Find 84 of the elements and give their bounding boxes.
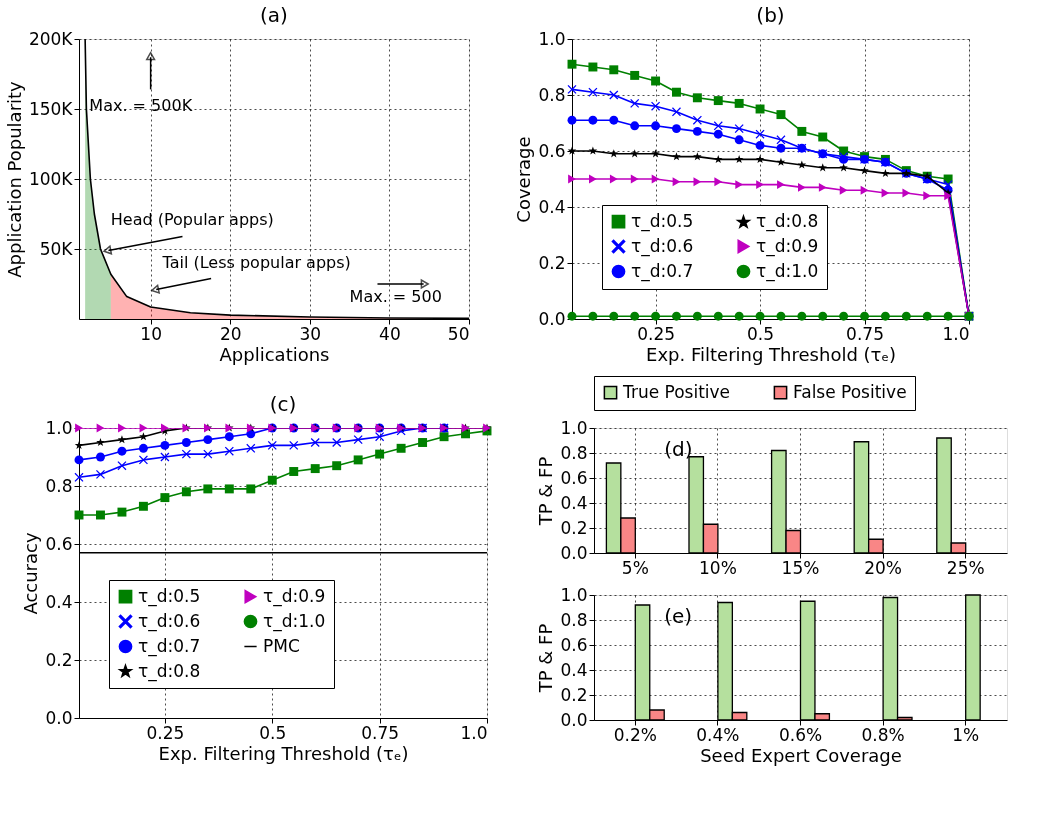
x-tick-label: 0.25 — [637, 323, 676, 344]
y-tick-label: 0.2 — [538, 252, 566, 273]
y-tick-label: 0.4 — [560, 492, 588, 513]
x-tick-label: 30 — [299, 323, 322, 344]
legend-label: τ_d:0.6 — [138, 610, 201, 632]
legend-label: τ_d:1.0 — [263, 610, 326, 632]
y-tick-label: 0.4 — [538, 196, 566, 217]
y-tick-label: 0.6 — [45, 533, 73, 554]
y-tick-label: 0.0 — [45, 707, 73, 728]
y-tick-label: 200K — [28, 28, 74, 49]
x-tick-label: 0.8% — [861, 724, 905, 745]
y-tick-label: 0.6 — [538, 140, 566, 161]
y-axis-title: Accuracy — [20, 532, 42, 615]
x-axis-title: Exp. Filtering Threshold (τₑ) — [646, 343, 896, 365]
x-tick-label: 10% — [699, 557, 737, 578]
y-axis-title: Coverage — [513, 136, 535, 223]
annotation: Head (Popular apps) — [110, 209, 274, 229]
legend-label: True Positive — [622, 381, 731, 402]
x-tick-label: 1.0 — [942, 323, 970, 344]
y-tick-label: 0.4 — [560, 659, 588, 680]
y-axis-title: TP & FP — [535, 456, 557, 527]
x-tick-label: 1.0 — [460, 722, 488, 743]
y-tick-label: 0.8 — [538, 84, 566, 105]
x-tick-label: 0.75 — [361, 722, 400, 743]
y-axis-title: TP & FP — [535, 623, 557, 694]
y-tick-label: 0.8 — [560, 442, 588, 463]
y-tick-label: 0.8 — [45, 475, 73, 496]
x-tick-label: 0.75 — [846, 323, 884, 344]
x-tick-label: 0.5 — [259, 722, 287, 743]
x-tick-label: 50 — [447, 323, 470, 344]
x-tick-label: 0.2% — [613, 724, 657, 745]
x-tick-label: 40 — [379, 323, 401, 344]
legend-label: τ_d:0.9 — [756, 235, 819, 257]
y-tick-label: 0.6 — [560, 467, 588, 488]
x-tick-label: 0.25 — [146, 722, 185, 743]
legend-label: τ_d:0.8 — [756, 211, 819, 233]
y-tick-label: 1.0 — [560, 584, 588, 605]
annotation: Tail (Less popular apps) — [161, 253, 351, 272]
legend-label: τ_d:0.6 — [631, 235, 694, 257]
legend-label: τ_d:0.9 — [263, 585, 326, 607]
y-tick-label: 100K — [28, 168, 74, 189]
y-tick-label: 50K — [39, 238, 74, 259]
x-tick-label: 0.6% — [778, 724, 823, 745]
x-tick-label: 0.4% — [696, 724, 740, 745]
annotation: Max. = 500K — [89, 96, 193, 116]
y-tick-label: 0.4 — [45, 591, 73, 612]
y-axis-title: Application Popularity — [3, 80, 25, 278]
x-tick-label: 0.5 — [747, 323, 775, 344]
legend-label: τ_d:0.8 — [138, 660, 201, 682]
legend-label: τ_d:1.0 — [756, 260, 819, 282]
chart-title: (b) — [756, 3, 785, 27]
legend-label: τ_d:0.7 — [138, 635, 201, 657]
y-tick-label: 150K — [28, 98, 74, 119]
x-axis-title: Exp. Filtering Threshold (τₑ) — [158, 742, 409, 764]
y-tick-label: 0.0 — [560, 709, 588, 730]
legend-label: τ_d:0.5 — [631, 210, 694, 232]
x-axis-title: Applications — [219, 343, 330, 365]
y-tick-label: 0.8 — [560, 609, 588, 630]
y-tick-label: 0.0 — [538, 308, 566, 329]
chart-title: (a) — [260, 3, 288, 27]
legend-label: τ_d:0.5 — [138, 585, 201, 607]
x-axis-title: Seed Expert Coverage — [700, 744, 902, 766]
y-tick-label: 0.0 — [560, 542, 588, 563]
x-tick-label: 20 — [219, 323, 242, 344]
annotation: (e) — [664, 604, 693, 628]
legend-label: PMC — [263, 635, 300, 656]
x-tick-label: 25% — [946, 557, 985, 578]
chart-title: (c) — [269, 392, 297, 416]
y-tick-label: 0.2 — [45, 649, 73, 670]
x-tick-label: 20% — [864, 557, 902, 578]
annotation: Max. = 500 — [349, 286, 442, 306]
annotation: (d) — [664, 437, 693, 461]
y-tick-label: 1.0 — [560, 417, 588, 438]
y-tick-label: 0.2 — [560, 517, 588, 538]
y-tick-label: 1.0 — [45, 417, 73, 438]
y-tick-label: 0.6 — [560, 634, 588, 655]
x-tick-label: 1% — [952, 724, 980, 745]
x-tick-label: 5% — [621, 557, 649, 578]
x-tick-label: 15% — [781, 557, 820, 578]
y-tick-label: 0.2 — [560, 684, 588, 705]
legend-label: τ_d:0.7 — [631, 260, 694, 282]
legend-label: False Positive — [793, 381, 907, 402]
y-tick-label: 1.0 — [538, 28, 566, 49]
x-tick-label: 10 — [140, 323, 162, 344]
